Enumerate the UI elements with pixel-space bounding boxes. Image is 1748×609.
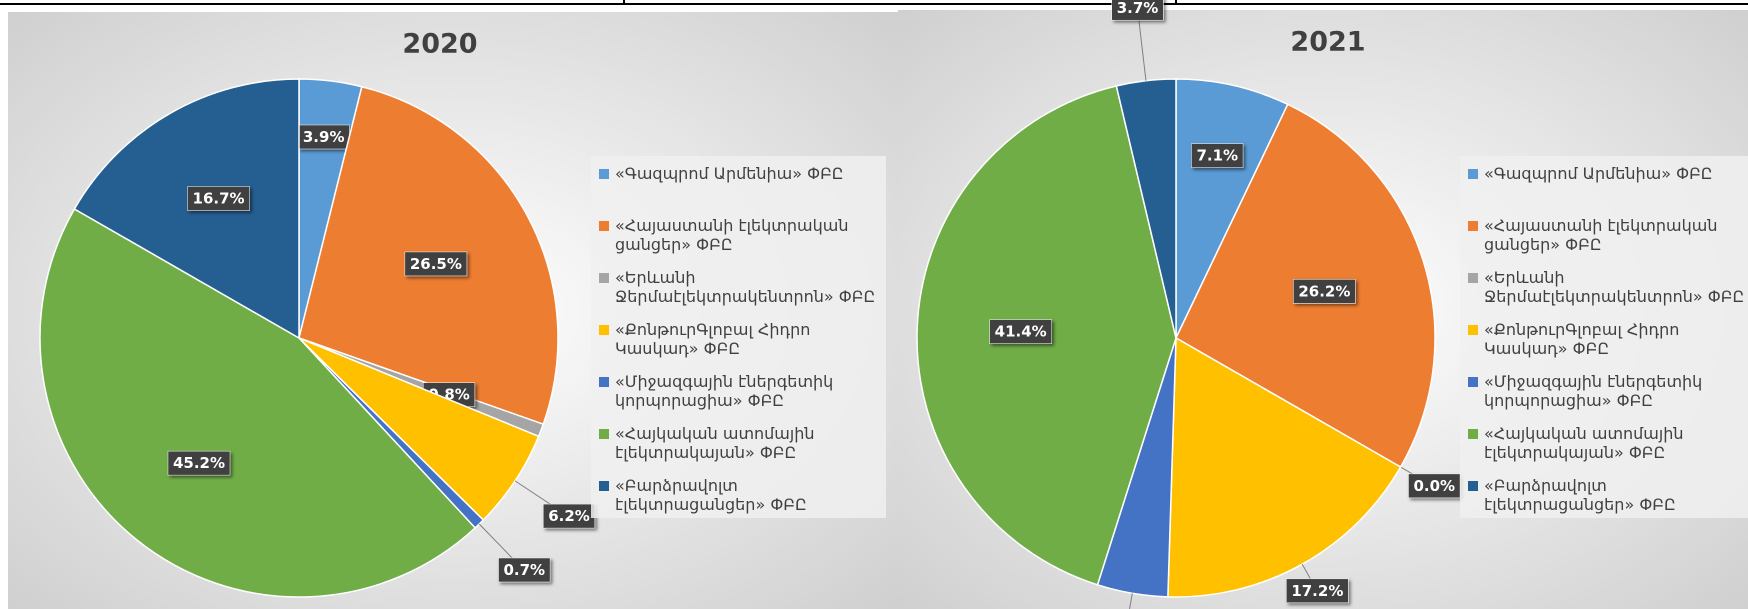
- data-label-box: [167, 450, 231, 476]
- data-label-text: 26.5%: [410, 255, 462, 273]
- legend-entry: «ՔոնթուրԳլոբալ Հիդրո Կասկադ» ՓԲԸ: [1468, 320, 1746, 358]
- legend-label: «Հայաստանի էլեկտրական ցանցեր» ՓԲԸ: [615, 216, 849, 254]
- legend-entry: «Բարձրավոլտ էլեկտրացանցեր» ՓԲԸ: [599, 476, 884, 514]
- legend-label: «Հայաստանի էլեկտրական ցանցեր» ՓԲԸ: [1484, 216, 1718, 254]
- chart-title: 2020: [402, 29, 477, 60]
- legend-entry: «Երևանի Ջերմաէլեկտրակենտրոն» ՓԲԸ: [599, 268, 884, 306]
- data-label-text: 3.9%: [303, 128, 345, 146]
- legend-swatch: [1468, 377, 1478, 387]
- legend-label: «Միջազգային էներգետիկ կորպորացիա» ՓԲԸ: [615, 372, 834, 410]
- legend-label: «Հայկական ատոմային էլեկտրակայան» ՓԲԸ: [1484, 424, 1684, 462]
- data-label: 3.7%: [1111, 0, 1164, 21]
- legend-swatch: [1468, 481, 1478, 491]
- legend-entry: «Հայաստանի էլեկտրական ցանցեր» ՓԲԸ: [1468, 216, 1746, 254]
- data-label-text: 0.7%: [503, 561, 545, 579]
- legend-swatch: [599, 429, 609, 439]
- legend: [1460, 156, 1748, 518]
- data-label-box: [404, 251, 468, 277]
- legend-swatch: [599, 481, 609, 491]
- data-label-text: 0.0%: [1413, 477, 1455, 495]
- legend-label: «Բարձրավոլտ էլեկտրացանցեր» ՓԲԸ: [615, 476, 807, 514]
- data-label: 41.4%: [989, 319, 1052, 344]
- data-label-box: [989, 319, 1052, 344]
- legend-entry: «Գազպրոմ Արմենիա» ՓԲԸ: [599, 164, 884, 183]
- pie-slice: [1167, 336, 1402, 598]
- data-label: 45.2%: [167, 450, 231, 476]
- legend-entry: «Գազպրոմ Արմենիա» ՓԲԸ: [1468, 164, 1746, 183]
- data-label-box: [187, 186, 250, 211]
- data-label: 6.2%: [542, 503, 596, 529]
- legend-label: «Հայկական ատոմային էլեկտրակայան» ՓԲԸ: [615, 424, 815, 462]
- legend-label: «Գազպրոմ Արմենիա» ՓԲԸ: [1484, 164, 1713, 183]
- legend-swatch: [1468, 429, 1478, 439]
- legend-swatch: [599, 221, 609, 231]
- data-label: 26.5%: [404, 251, 468, 277]
- legend-entry: «Հայկական ատոմային էլեկտրակայան» ՓԲԸ: [599, 424, 884, 462]
- data-label: 0.0%: [1408, 473, 1461, 499]
- data-label-text: 7.1%: [1196, 147, 1238, 165]
- data-label-text: 45.2%: [173, 454, 225, 472]
- data-label: 3.9%: [297, 124, 350, 150]
- pie-slice: [39, 207, 477, 598]
- legend-entry: «Միջազգային էներգետիկ կորպորացիա» ՓԲԸ: [599, 372, 884, 410]
- data-label-text: 3.7%: [1117, 0, 1159, 17]
- data-label-text: 41.4%: [995, 323, 1047, 341]
- legend-swatch: [599, 169, 609, 179]
- legend-swatch: [1468, 273, 1478, 283]
- legend-swatch: [1468, 169, 1478, 179]
- data-label-box: [1286, 578, 1349, 604]
- legend-label: «ՔոնթուրԳլոբալ Հիդրո Կասկադ» ՓԲԸ: [615, 320, 811, 358]
- legend-label: «Միջազգային էներգետիկ կորպորացիա» ՓԲԸ: [1484, 372, 1703, 410]
- legend: [591, 156, 886, 518]
- legend-swatch: [1468, 221, 1478, 231]
- leader-line: [1137, 8, 1147, 81]
- legend-label: «Երևանի Ջերմաէլեկտրակենտրոն» ՓԲԸ: [615, 268, 876, 306]
- legend-entry: «Երևանի Ջերմաէլեկտրակենտրոն» ՓԲԸ: [1468, 268, 1746, 306]
- data-label-box: [1408, 473, 1461, 499]
- data-label: 0.7%: [498, 557, 551, 583]
- data-label-text: 17.2%: [1291, 582, 1343, 600]
- data-label-box: [297, 124, 350, 150]
- data-label: 17.2%: [1286, 578, 1349, 604]
- legend-entry: «ՔոնթուրԳլոբալ Հիդրո Կասկադ» ՓԲԸ: [599, 320, 884, 358]
- data-label-text: 26.2%: [1298, 282, 1350, 300]
- legend-entry: «Բարձրավոլտ էլեկտրացանցեր» ՓԲԸ: [1468, 476, 1746, 514]
- data-label: 7.1%: [1191, 143, 1244, 168]
- data-label-box: [1293, 279, 1356, 304]
- legend-label: «Բարձրավոլտ էլեկտրացանցեր» ՓԲԸ: [1484, 476, 1676, 514]
- pie-slice: [1115, 78, 1177, 339]
- legend-swatch: [599, 377, 609, 387]
- data-label-text: 16.7%: [193, 190, 245, 208]
- legend-entry: «Հայաստանի էլեկտրական ցանցեր» ՓԲԸ: [599, 216, 884, 254]
- data-label: 16.7%: [187, 186, 250, 211]
- data-label-box: [1111, 0, 1164, 21]
- chart-title: 2021: [1290, 27, 1365, 58]
- legend-label: «Երևանի Ջերմաէլեկտրակենտրոն» ՓԲԸ: [1484, 268, 1745, 306]
- legend-swatch: [1468, 325, 1478, 335]
- data-label-text: 6.2%: [548, 507, 590, 525]
- data-label: 26.2%: [1293, 279, 1356, 304]
- legend-label: «ՔոնթուրԳլոբալ Հիդրո Կասկադ» ՓԲԸ: [1484, 320, 1680, 358]
- legend-label: «Գազպրոմ Արմենիա» ՓԲԸ: [615, 164, 844, 183]
- legend-entry: «Միջազգային էներգետիկ կորպորացիա» ՓԲԸ: [1468, 372, 1746, 410]
- data-label-box: [1191, 143, 1244, 168]
- legend-swatch: [599, 325, 609, 335]
- data-label-box: [498, 557, 551, 583]
- pie-slice: [73, 78, 300, 340]
- legend-swatch: [599, 273, 609, 283]
- data-label-box: [542, 503, 596, 529]
- legend-entry: «Հայկական ատոմային էլեկտրակայան» ՓԲԸ: [1468, 424, 1746, 462]
